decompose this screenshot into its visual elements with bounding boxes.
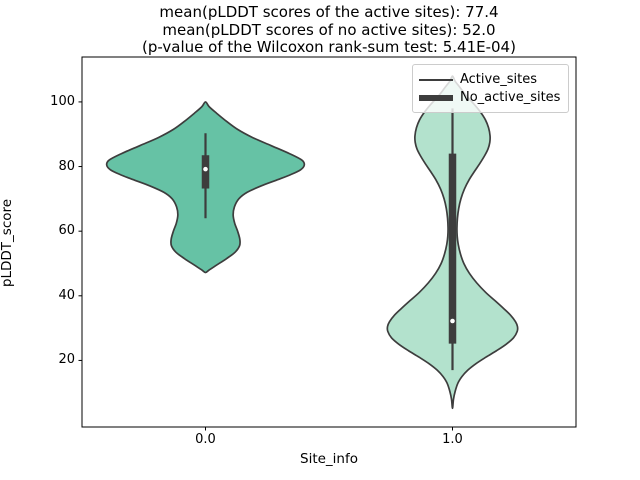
y-tick-label-40: 40	[58, 287, 75, 303]
y-tick-label-80: 80	[58, 158, 75, 174]
y-tick-label-60: 60	[58, 223, 75, 239]
y-axis-label: pLDDT_score	[0, 198, 15, 288]
thin-line-icon	[419, 78, 453, 81]
legend-item-active-sites: Active_sites	[419, 71, 562, 88]
title-line-1: mean(pLDDT scores of the active sites): …	[159, 3, 499, 21]
x-tick-label-1.0: 1.0	[442, 432, 463, 447]
median-dot-active-sites	[203, 166, 208, 172]
x-axis-label: Site_info	[300, 451, 358, 467]
legend-box: Active_sites No_active_sites	[412, 64, 569, 113]
box-iqr-active-sites	[201, 155, 210, 189]
x-tick-label-0.0: 0.0	[195, 432, 216, 447]
y-tick-label-100: 100	[50, 93, 75, 109]
box-iqr-no-active-sites	[448, 153, 457, 344]
chart-title: mean(pLDDT scores of the active sites): …	[82, 3, 576, 57]
y-tick-label-20: 20	[58, 352, 75, 368]
axes-spines	[81, 56, 577, 428]
legend-item-no-active-sites: No_active_sites	[419, 89, 562, 106]
thick-line-icon	[419, 94, 453, 101]
title-line-3: (p-value of the Wilcoxon rank-sum test: …	[142, 38, 516, 56]
title-line-2: mean(pLDDT scores of no active sites): 5…	[162, 20, 496, 39]
median-dot-no-active-sites	[450, 318, 455, 324]
legend-label-active-sites: Active_sites	[460, 72, 537, 87]
legend-label-no-active-sites: No_active_sites	[460, 90, 561, 105]
